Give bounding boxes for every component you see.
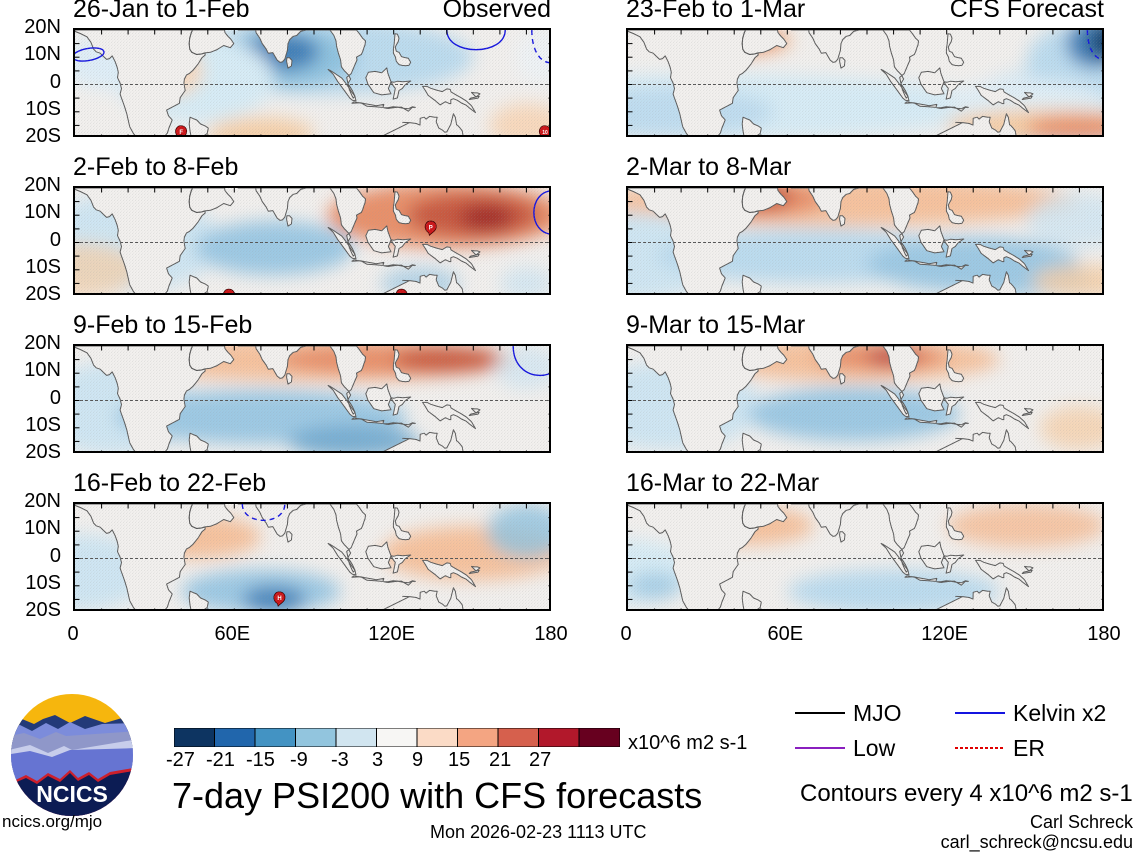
svg-text:6: 6	[227, 293, 231, 295]
svg-text:NCICS: NCICS	[36, 781, 108, 807]
svg-text:9: 9	[400, 293, 404, 295]
